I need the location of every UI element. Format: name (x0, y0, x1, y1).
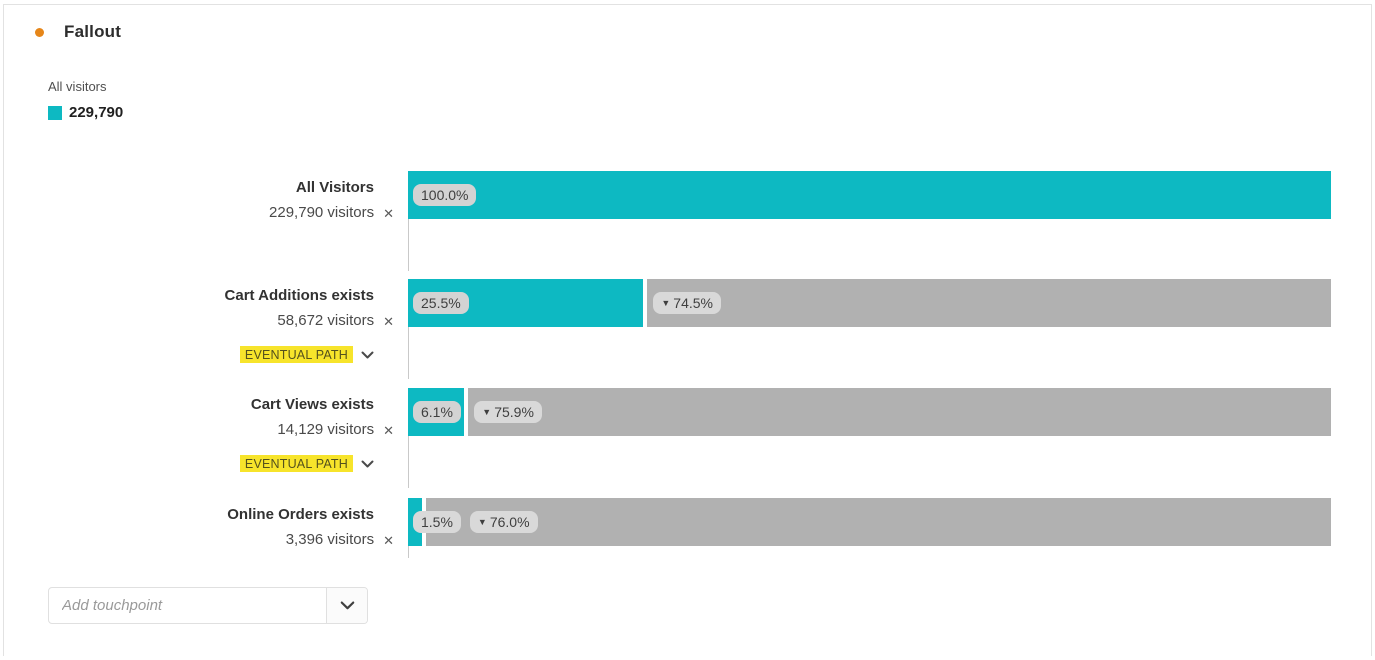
legend-swatch (48, 105, 62, 120)
chevron-down-icon (340, 601, 354, 610)
panel-header: Fallout (4, 5, 1371, 42)
remove-step-icon[interactable]: ✕ (383, 206, 394, 221)
fallout-step-online-orders: Online Orders exists 3,396 visitors ✕ 1.… (48, 498, 1331, 558)
visitors-count: 3,396 visitors (285, 531, 375, 548)
connector-line (408, 219, 409, 271)
visitors-row: 14,129 visitors ✕ (48, 420, 394, 439)
remove-step-icon[interactable]: ✕ (383, 423, 394, 438)
step-bars: 6.1% ▼ 75.9% (408, 388, 1331, 488)
retained-bar[interactable]: 6.1% (408, 388, 465, 436)
visitors-row: 229,790 visitors ✕ (48, 203, 394, 222)
fallout-chart: All Visitors 229,790 visitors ✕ 100.0% C… (48, 171, 1331, 563)
visitors-row: 58,672 visitors ✕ (48, 311, 394, 330)
connector-line (408, 546, 409, 558)
step-labels: Cart Views exists 14,129 visitors ✕ EVEN… (48, 388, 408, 472)
add-touchpoint-dropdown-button[interactable] (326, 588, 367, 623)
step-bars: 25.5% ▼ 74.5% (408, 279, 1331, 379)
panel-title: Fallout (64, 22, 122, 41)
step-labels: All Visitors 229,790 visitors ✕ (48, 171, 408, 222)
percent-badge: 6.1% (413, 401, 461, 423)
step-labels: Cart Additions exists 58,672 visitors ✕ … (48, 279, 408, 363)
remove-step-icon[interactable]: ✕ (383, 533, 394, 548)
connector-line (408, 327, 409, 379)
legend: All visitors 229,790 (48, 79, 1371, 121)
panel-bullet-icon (35, 27, 44, 37)
fallout-bar[interactable] (425, 498, 1331, 546)
step-labels: Online Orders exists 3,396 visitors ✕ (48, 498, 408, 549)
connector-line (408, 436, 409, 488)
fallout-step-cart-views: Cart Views exists 14,129 visitors ✕ EVEN… (48, 388, 1331, 488)
fallout-panel: Fallout All visitors 229,790 All Visitor… (3, 4, 1372, 656)
fallout-step-all-visitors: All Visitors 229,790 visitors ✕ 100.0% (48, 171, 1331, 271)
retained-bar[interactable] (408, 498, 422, 546)
visitors-row: 3,396 visitors ✕ (48, 530, 394, 549)
visitors-count: 58,672 visitors (277, 312, 375, 329)
chevron-down-icon[interactable] (361, 460, 374, 468)
retained-bar[interactable]: 100.0% (408, 171, 1331, 219)
step-bars: 100.0% (408, 171, 1331, 271)
fallout-arrow-icon: ▼ (661, 297, 671, 308)
percent-badge: 25.5% (413, 292, 469, 314)
visitors-count: 14,129 visitors (277, 421, 375, 438)
legend-label: All visitors (48, 79, 107, 94)
visitors-count: 229,790 visitors (269, 204, 375, 221)
eventual-path-label[interactable]: EVENTUAL PATH (239, 346, 353, 363)
legend-value-row: 229,790 (48, 104, 1371, 121)
fallout-percent: 74.5% (673, 295, 713, 311)
eventual-path-row[interactable]: EVENTUAL PATH (48, 455, 374, 472)
remove-step-icon[interactable]: ✕ (383, 314, 394, 329)
step-name: All Visitors (295, 179, 374, 196)
fallout-badge: ▼ 74.5% (653, 292, 721, 314)
fallout-badge: ▼ 75.9% (474, 401, 542, 423)
add-touchpoint-control (48, 587, 368, 624)
chevron-down-icon[interactable] (361, 351, 374, 359)
eventual-path-label[interactable]: EVENTUAL PATH (239, 455, 353, 472)
step-bars: 1.5% ▼ 76.0% (408, 498, 1331, 558)
eventual-path-row[interactable]: EVENTUAL PATH (48, 346, 374, 363)
step-name: Online Orders exists (227, 506, 374, 523)
step-name: Cart Views exists (250, 396, 374, 413)
legend-total: 229,790 (69, 104, 124, 121)
fallout-step-cart-additions: Cart Additions exists 58,672 visitors ✕ … (48, 279, 1331, 379)
retained-bar[interactable]: 25.5% (408, 279, 644, 327)
step-name: Cart Additions exists (224, 287, 374, 304)
percent-badge: 100.0% (413, 184, 477, 206)
add-touchpoint-input[interactable] (49, 588, 326, 623)
fallout-bar[interactable]: ▼ 75.9% (468, 388, 1331, 436)
fallout-arrow-icon: ▼ (482, 406, 492, 417)
fallout-percent: 75.9% (494, 404, 534, 420)
fallout-bar[interactable]: ▼ 74.5% (647, 279, 1331, 327)
